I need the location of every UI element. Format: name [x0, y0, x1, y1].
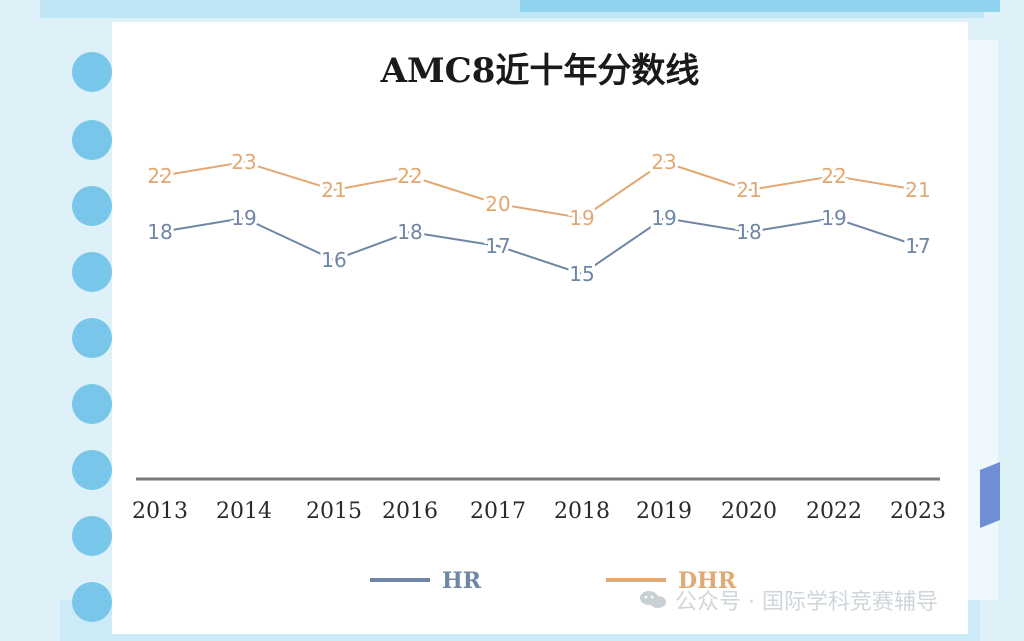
data-label-hr: 19 — [821, 206, 846, 230]
watermark: 公众号 · 国际学科竞赛辅导 — [639, 584, 938, 616]
data-label-dhr: 20 — [485, 192, 510, 216]
x-tick-label: 2023 — [890, 499, 946, 524]
x-tick-label: 2019 — [636, 499, 692, 524]
x-tick-label: 2022 — [806, 499, 862, 524]
data-label-dhr: 21 — [736, 178, 761, 202]
legend-label-dhr: DHR — [678, 568, 737, 594]
x-tick-label: 2018 — [554, 499, 610, 524]
x-tick-label: 2017 — [470, 499, 526, 524]
series-line-dhr — [159, 160, 919, 220]
chart-card: AMC8近十年分数线 18 19 16 18 17 15 19 18 19 17 22 23 21 22 2… — [112, 22, 968, 634]
x-tick-label: 2015 — [306, 499, 362, 524]
chart-title: AMC8近十年分数线 — [380, 51, 700, 91]
data-label-hr: 15 — [569, 262, 594, 286]
x-tick-label: 2013 — [132, 499, 188, 524]
data-label-dhr: 19 — [569, 206, 594, 230]
line-chart: AMC8近十年分数线 18 19 16 18 17 15 19 18 19 17 22 23 21 22 2… — [132, 51, 946, 594]
x-tick-labels: 2013 2014 2015 2016 2017 2018 2019 2020 2022 2023 — [132, 499, 946, 524]
data-label-dhr: 21 — [321, 178, 346, 202]
data-label-dhr: 22 — [821, 164, 846, 188]
x-tick-label: 2016 — [382, 499, 438, 524]
data-label-hr: 18 — [736, 220, 761, 244]
data-label-hr: 19 — [651, 206, 676, 230]
watermark-text: 公众号 · 国际学科竞赛辅导 — [675, 590, 938, 615]
data-label-hr: 18 — [147, 220, 172, 244]
series-layer: 18 19 16 18 17 15 19 18 19 17 22 23 21 22 20 19 23 21 22 21 — [144, 147, 933, 289]
data-label-dhr: 23 — [651, 150, 676, 174]
data-label-dhr: 23 — [231, 150, 256, 174]
x-tick-label: 2020 — [721, 499, 777, 524]
data-label-dhr: 21 — [905, 178, 930, 202]
data-label-hr: 17 — [485, 234, 510, 258]
wechat-icon — [640, 591, 667, 608]
data-label-hr: 19 — [231, 206, 256, 230]
x-tick-label: 2014 — [216, 499, 272, 524]
legend: HR DHR — [370, 568, 737, 594]
data-label-dhr: 22 — [397, 164, 422, 188]
series-line-hr — [159, 216, 919, 276]
data-label-hr: 16 — [321, 248, 346, 272]
legend-label-hr: HR — [442, 568, 482, 594]
data-label-hr: 18 — [397, 220, 422, 244]
data-label-hr: 17 — [905, 234, 930, 258]
data-label-dhr: 22 — [147, 164, 172, 188]
